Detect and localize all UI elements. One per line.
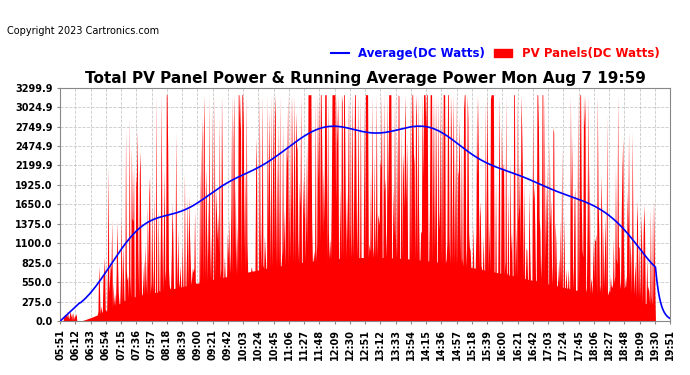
Legend: Average(DC Watts), PV Panels(DC Watts): Average(DC Watts), PV Panels(DC Watts) xyxy=(326,42,664,64)
Text: Copyright 2023 Cartronics.com: Copyright 2023 Cartronics.com xyxy=(7,26,159,36)
Title: Total PV Panel Power & Running Average Power Mon Aug 7 19:59: Total PV Panel Power & Running Average P… xyxy=(85,72,646,87)
